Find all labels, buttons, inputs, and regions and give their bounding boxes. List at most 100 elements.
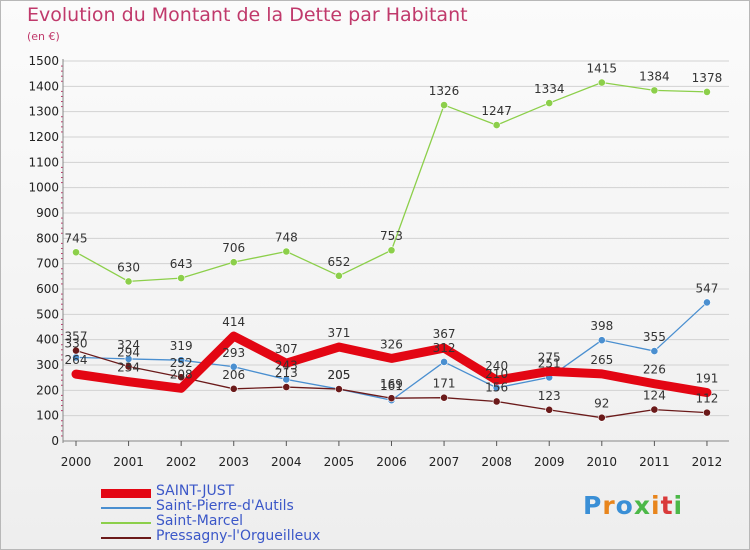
series-2-point (282, 375, 291, 384)
series-4-point (387, 394, 396, 403)
x-tick-label: 2008 (481, 455, 512, 469)
series-3-point (703, 88, 711, 96)
series-2-data-label: 251 (538, 356, 561, 370)
series-4-point (72, 346, 80, 355)
series-3-data-label: 1334 (534, 82, 565, 96)
series-4-point (650, 405, 659, 414)
y-tick-label: 900 (36, 206, 59, 220)
x-tick-label: 2000 (61, 455, 92, 469)
series-4-point (334, 385, 343, 393)
series-1-data-label: 326 (380, 337, 403, 351)
legend-label: Saint-Pierre-d'Autils (156, 498, 294, 514)
series-1-data-label: 234 (117, 361, 140, 375)
series-2-data-label: 205 (327, 368, 350, 382)
y-tick-label: 1300 (28, 105, 59, 119)
series-3-data-label: 643 (170, 257, 193, 271)
series-1-data-label: 240 (485, 359, 508, 373)
y-tick-label: 700 (36, 257, 59, 271)
chart-title: Evolution du Montant de la Dette par Hab… (27, 4, 468, 26)
series-3-data-label: 630 (117, 260, 140, 274)
series-3-point (229, 258, 238, 267)
series-4-point (282, 383, 291, 391)
y-tick-label: 800 (36, 231, 59, 245)
series-4-data-label: 112 (696, 392, 719, 406)
series-4-point (229, 384, 238, 393)
series-3-point (282, 247, 291, 256)
y-tick-label: 600 (36, 282, 59, 296)
logo-letter: x (633, 491, 651, 520)
series-4-data-label: 123 (538, 389, 561, 403)
series-3-point (124, 277, 133, 286)
x-tick-label: 2011 (639, 455, 670, 469)
series-2-data-label: 293 (222, 346, 245, 360)
y-tick-label: 100 (36, 409, 59, 423)
series-1-data-label: 307 (275, 342, 298, 356)
x-tick-label: 2007 (429, 455, 460, 469)
y-tick-label: 1000 (28, 181, 59, 195)
logo-letter: P (583, 491, 603, 520)
y-tick-label: 0 (51, 434, 59, 448)
logo-letter: i (673, 491, 684, 520)
series-1-data-label: 265 (590, 353, 613, 367)
proxiti-logo: Proxiti (583, 491, 683, 520)
series-3-point (650, 86, 659, 95)
series-1-data-label: 226 (643, 363, 666, 377)
series-2-data-label: 547 (696, 281, 719, 295)
series-3-point (387, 246, 396, 255)
series-4-point (124, 362, 133, 371)
series-4-data-label: 124 (643, 389, 666, 403)
series-2-point (597, 336, 606, 345)
series-3-point (177, 274, 186, 283)
series-2-data-label: 312 (433, 341, 456, 355)
series-1-data-label: 264 (65, 353, 88, 367)
y-tick-label: 200 (36, 383, 59, 397)
x-tick-label: 2005 (324, 455, 355, 469)
series-1-data-label: 275 (538, 350, 561, 364)
series-3-point (545, 99, 554, 107)
y-tick-label: 500 (36, 307, 59, 321)
x-tick-label: 2010 (587, 455, 618, 469)
legend-label: Saint-Marcel (156, 513, 244, 529)
x-tick-label: 2004 (271, 455, 302, 469)
chart-unit-label: (en €) (27, 30, 60, 43)
series-3-data-label: 1415 (587, 62, 618, 76)
series-4-point (545, 405, 554, 414)
y-tick-label: 300 (36, 358, 59, 372)
series-4-data-label: 206 (222, 368, 245, 382)
series-1-data-label: 367 (433, 327, 456, 341)
x-tick-label: 2003 (218, 455, 249, 469)
series-2-data-label: 324 (117, 338, 140, 352)
series-4-data-label: 294 (117, 346, 140, 360)
series-1-data-label: 414 (222, 315, 245, 329)
series-4-point (597, 413, 606, 422)
legend-swatch (101, 507, 151, 509)
series-4-data-label: 92 (594, 397, 609, 411)
logo-letter: t (660, 491, 674, 520)
legend-swatch (101, 522, 151, 524)
y-tick-label: 1500 (28, 54, 59, 68)
series-4-data-label: 252 (170, 356, 193, 370)
series-4-data-label: 357 (65, 330, 88, 344)
series-4-data-label: 171 (433, 377, 456, 391)
series-2-point (229, 362, 238, 371)
series-3-data-label: 748 (275, 231, 298, 245)
x-tick-label: 2012 (692, 455, 723, 469)
x-tick-label: 2002 (166, 455, 197, 469)
series-2-data-label: 319 (170, 339, 193, 353)
series-3-data-label: 1384 (639, 69, 670, 83)
y-tick-label: 1200 (28, 130, 59, 144)
series-2-point (124, 355, 133, 363)
x-tick-label: 2001 (113, 455, 144, 469)
series-1-data-label: 191 (696, 372, 719, 386)
series-2-point (177, 356, 186, 365)
series-3-point (492, 121, 501, 129)
series-3-point (440, 101, 448, 109)
series-4-point (440, 393, 448, 402)
series-3-data-label: 706 (222, 241, 245, 255)
series-2-point (650, 347, 659, 355)
series-2-data-label: 243 (275, 358, 298, 372)
series-4-point (703, 408, 711, 417)
series-3-point (597, 78, 606, 87)
series-4-data-label: 169 (380, 377, 403, 391)
